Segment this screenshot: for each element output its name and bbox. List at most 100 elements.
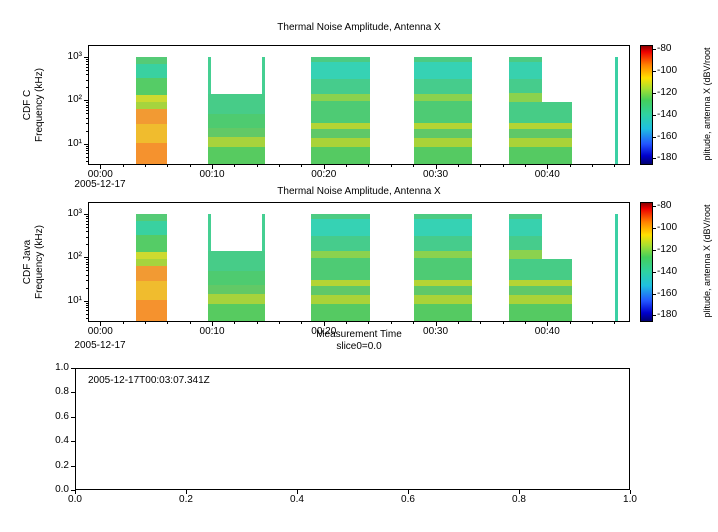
spectrogram-burst <box>310 61 370 80</box>
x-tick <box>297 490 298 494</box>
x-minor-tick <box>413 165 415 167</box>
y-tick-label: 10¹ <box>67 294 82 306</box>
x-minor-tick <box>480 322 482 324</box>
time-annotation[interactable]: 2005-12-17T00:03:07.341Z <box>88 375 210 386</box>
spectrogram-burst <box>135 235 167 252</box>
y-tick-label: 0.2 <box>55 459 69 471</box>
y-minor-tick <box>86 160 88 162</box>
colorbar-tick <box>653 71 656 73</box>
x-minor-tick <box>144 322 146 324</box>
spectrogram-burst <box>414 213 472 219</box>
y-tick <box>71 465 75 467</box>
y-tick-label: 1.0 <box>55 362 69 373</box>
colorbar-label-middle: plitude, antenna X (dBV/root <box>702 204 712 318</box>
spectrogram-burst <box>508 213 543 219</box>
spectrogram-burst <box>414 279 472 287</box>
x-minor-tick <box>614 322 616 324</box>
y-tick-label: 10¹ <box>67 137 82 149</box>
spectrogram-burst <box>508 249 543 259</box>
colorbar-tick-label: -140 <box>657 265 678 277</box>
y-axis-label-middle-line2: Frequency (kHz) <box>34 225 45 299</box>
x-tick-label: 0.8 <box>512 494 526 505</box>
spectrogram-burst <box>135 220 167 236</box>
y-tick <box>71 416 75 418</box>
spectrogram-burst <box>135 56 167 64</box>
plot-area-bot[interactable] <box>75 368 630 490</box>
spectrogram-burst <box>414 218 472 237</box>
x-minor-tick <box>144 165 146 167</box>
spectrogram-burst <box>310 218 370 237</box>
x-tick <box>435 322 437 326</box>
y-minor-tick <box>86 274 88 276</box>
colorbar-tick-label: -120 <box>657 87 678 98</box>
colorbar-tick <box>653 206 656 208</box>
spectrogram-burst <box>310 79 370 94</box>
spectrogram-burst <box>508 286 573 296</box>
plot-title-top: Thermal Noise Amplitude, Antenna X <box>277 22 441 33</box>
x-tick <box>323 165 325 169</box>
y-tick <box>71 441 75 443</box>
x-tick-label: 00:10 <box>199 169 225 180</box>
x-minor-tick <box>234 322 236 324</box>
x-tick <box>323 322 325 326</box>
spectrogram-burst <box>310 258 370 280</box>
y-minor-tick <box>86 102 88 104</box>
spectrogram-burst <box>614 56 618 164</box>
spectrogram-burst <box>310 101 370 123</box>
y-minor-tick <box>86 109 88 111</box>
y-tick <box>84 300 88 302</box>
spectrogram-burst <box>310 279 370 287</box>
x-minor-tick <box>279 165 281 167</box>
x-minor-tick <box>413 322 415 324</box>
plot-area-mid[interactable] <box>88 202 630 322</box>
y-minor-tick <box>86 317 88 319</box>
x-tick <box>547 322 549 326</box>
y-minor-tick <box>86 304 88 306</box>
y-tick-label: 0.4 <box>55 435 69 447</box>
y-minor-tick <box>86 216 88 218</box>
spectrogram-burst <box>310 122 370 130</box>
x-minor-tick <box>122 165 124 167</box>
y-tick <box>84 143 88 145</box>
y-tick-label: 10² <box>67 251 82 263</box>
y-minor-tick <box>86 104 88 106</box>
spectrogram-burst <box>414 61 472 80</box>
plot-area-top[interactable] <box>88 45 630 165</box>
spectrogram-burst <box>310 147 370 164</box>
x-tick-label: 00:00 <box>87 169 113 180</box>
spectrogram-burst <box>310 93 370 102</box>
spectrogram-burst <box>508 78 543 93</box>
colorbar-mid[interactable] <box>640 202 653 322</box>
x-axis-label-middle: Measurement Time <box>316 329 402 340</box>
y-minor-tick <box>86 313 88 315</box>
spectrogram-burst <box>135 299 167 321</box>
colorbar-top[interactable] <box>640 45 653 165</box>
spectrogram-burst <box>135 102 167 110</box>
colorbar-tick <box>653 93 656 94</box>
spectrogram-burst <box>135 123 167 143</box>
x-tick <box>408 490 409 494</box>
y-tick <box>71 392 75 394</box>
y-tick-label: 0.8 <box>55 386 69 398</box>
colorbar-tick <box>653 250 656 251</box>
x-minor-tick <box>569 165 571 167</box>
x-minor-tick <box>569 322 571 324</box>
spectrogram-burst <box>508 129 573 139</box>
spectrogram-burst <box>208 113 265 129</box>
x-tick <box>212 165 214 169</box>
x-minor-tick <box>301 165 303 167</box>
spectrogram-burst <box>135 266 167 281</box>
y-minor-tick <box>86 223 88 225</box>
spectrogram-burst <box>508 235 543 250</box>
x-tick-label: 00:40 <box>534 326 560 337</box>
x-minor-tick <box>368 165 370 167</box>
spectrogram-burst <box>135 94 167 103</box>
x-minor-tick <box>122 322 124 324</box>
x-minor-tick <box>189 322 191 324</box>
x-tick <box>630 490 631 494</box>
x-tick-label: 00:30 <box>423 326 449 337</box>
spectrogram-burst <box>414 258 472 280</box>
x-tick-label: 1.0 <box>623 494 637 505</box>
x-minor-tick <box>457 322 459 324</box>
